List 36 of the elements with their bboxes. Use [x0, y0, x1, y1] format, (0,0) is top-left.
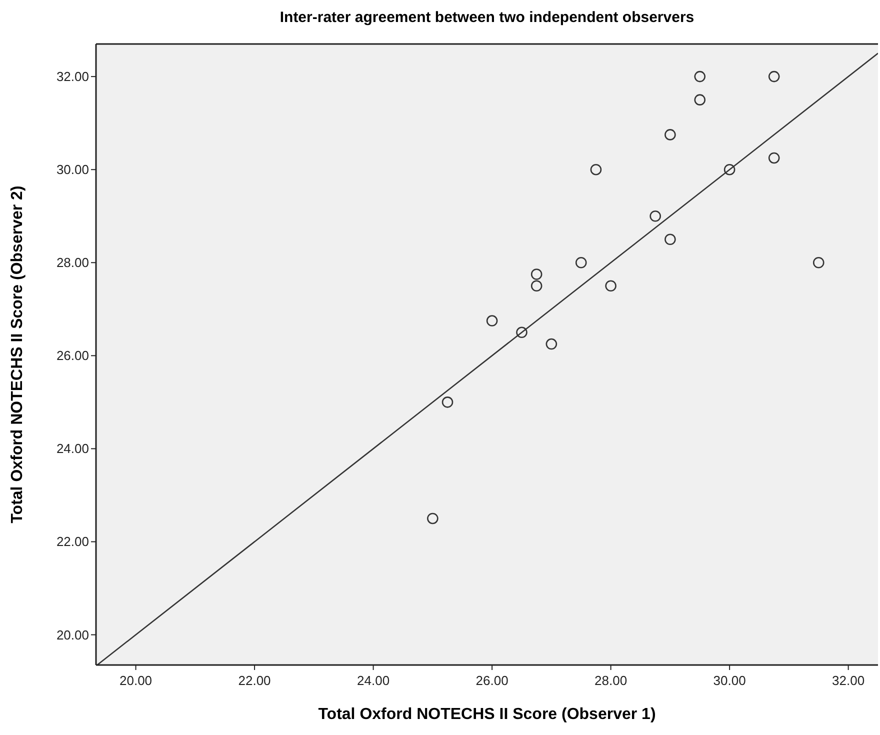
y-axis-title: Total Oxford NOTECHS II Score (Observer 2) [9, 186, 26, 524]
point [530, 268, 542, 280]
y-tick-label: 30.00 [56, 162, 89, 178]
point [694, 70, 706, 82]
point [590, 164, 602, 176]
point [530, 280, 542, 292]
point [724, 164, 736, 176]
point [768, 70, 780, 82]
point [664, 129, 676, 140]
x-tick-label: 30.00 [713, 673, 746, 688]
x-tick-label: 28.00 [594, 673, 628, 688]
y-tick-label: 24.00 [56, 441, 89, 456]
y-tick-label: 32.00 [56, 69, 89, 84]
point [516, 326, 528, 338]
point [427, 512, 438, 524]
x-tick-label: 22.00 [238, 673, 271, 688]
y-tick-label: 26.00 [56, 348, 89, 364]
x-tick-label: 24.00 [357, 673, 390, 688]
y-tick-label: 22.00 [56, 534, 89, 550]
x-axis-title: Total Oxford NOTECHS II Score (Observer 1) [318, 706, 656, 723]
point [650, 210, 661, 222]
x-tick-label: 26.00 [476, 673, 508, 688]
point [442, 396, 454, 408]
point [605, 280, 616, 292]
point [694, 94, 706, 106]
point [664, 234, 676, 246]
x-tick-label: 20.00 [120, 673, 152, 688]
point [812, 256, 824, 268]
y-tick-label: 20.00 [56, 627, 89, 642]
point [575, 256, 587, 268]
point [768, 152, 780, 164]
point [546, 338, 558, 350]
point [486, 315, 498, 326]
y-tick-label: 28.00 [56, 255, 89, 270]
x-tick-label: 32.00 [832, 673, 865, 688]
chart-title: Inter-rater agreement between two independent observers [280, 9, 694, 26]
